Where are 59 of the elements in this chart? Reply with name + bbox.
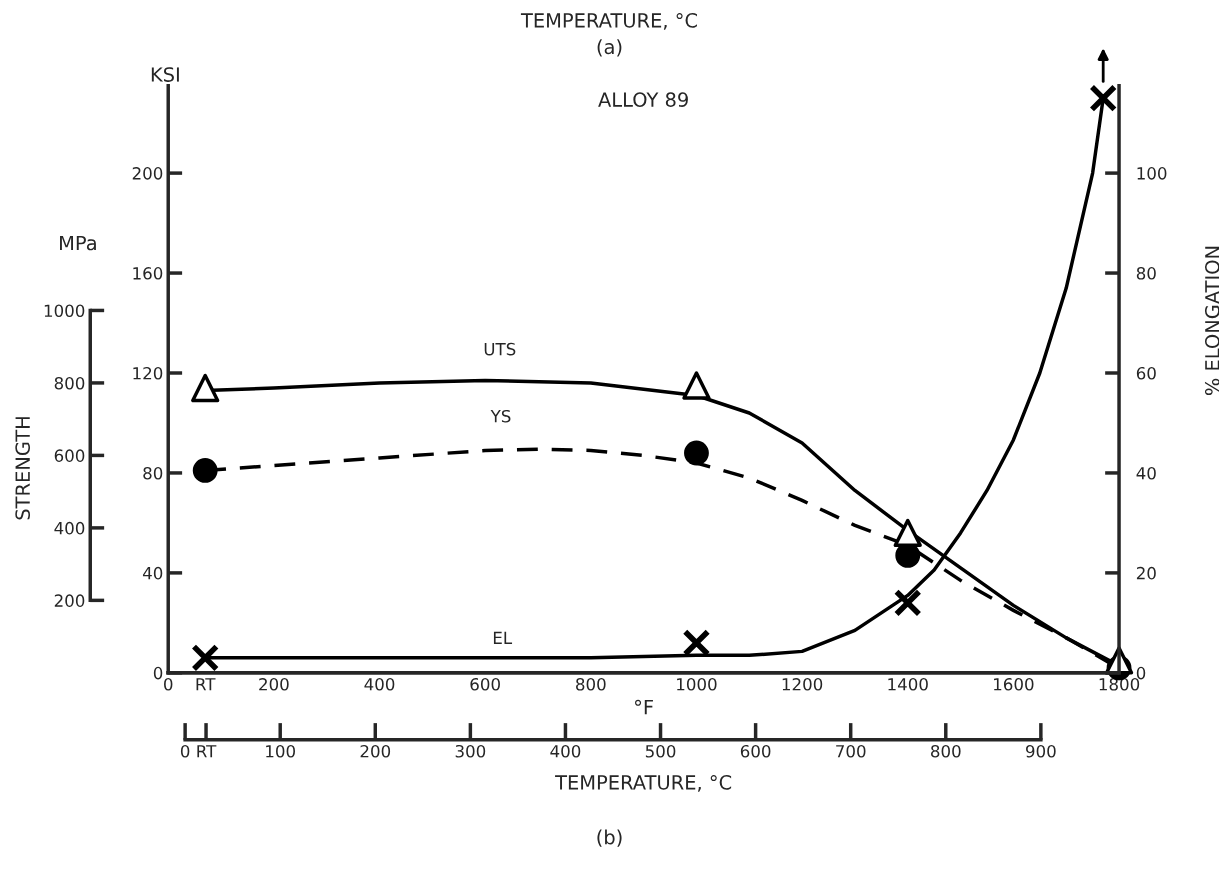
y-axis-title: KSI (151, 67, 179, 82)
point (893, 518, 922, 548)
y3-tick-label: 200 (54, 594, 85, 607)
x-tick-label: 1400 (888, 678, 928, 691)
y2-tick-label: 0 (1136, 666, 1146, 680)
y3-tick-label: 800 (54, 376, 85, 390)
x2-tick-label: 200 (360, 744, 391, 758)
y2-tick-label: 60 (1136, 366, 1156, 380)
x-tick-label: 0 (164, 678, 173, 691)
y2-tick-label: 80 (1136, 267, 1156, 280)
x2-tick-label: 500 (645, 744, 676, 758)
y3-axis-title: MPa (60, 235, 96, 251)
x2-tick-label: 300 (455, 744, 486, 758)
point (192, 458, 218, 483)
x-tick-label: 200 (259, 678, 289, 691)
point (682, 371, 711, 400)
y2-tick-label: 40 (1136, 466, 1156, 480)
y-tick-label: 120 (133, 366, 163, 380)
x2-tick-label: 800 (931, 744, 961, 758)
y3-tick-label: 400 (54, 521, 85, 535)
point (684, 440, 709, 466)
text: (a) (597, 39, 622, 57)
y3-tick-label: 600 (54, 449, 85, 462)
point (682, 628, 711, 657)
x2-tick-label: RT (197, 745, 217, 758)
x-tick-label: 1600 (994, 678, 1034, 691)
text: (b) (597, 829, 622, 847)
x-tick-label: 1800 (1099, 678, 1140, 691)
x-tick-label: RT (196, 678, 216, 691)
y-tick-label: 0 (153, 666, 163, 680)
annotation: EL (493, 631, 513, 644)
x-tick-label: 1200 (782, 678, 823, 691)
x2-tick-label: 700 (836, 744, 866, 758)
y2-tick-label: 20 (1136, 566, 1156, 580)
y2-axis-title: % ELONGATION (1204, 246, 1219, 396)
y-tick-label: 160 (133, 267, 163, 280)
y-tick-label: 80 (143, 466, 163, 480)
x-tick-label: 600 (470, 678, 500, 691)
y-tick-label: 40 (142, 566, 163, 580)
x-axis-title: °F (635, 699, 653, 715)
text: STRENGTH (15, 417, 31, 520)
x-tick-label: 400 (364, 678, 395, 691)
x2-axis-title: TEMPERATURE, °C (555, 775, 732, 792)
x2-tick-label: 400 (550, 744, 581, 758)
x2-tick-label: 100 (266, 744, 296, 758)
annotation: YS (490, 409, 511, 423)
point (191, 373, 220, 403)
x2-tick-label: 0 (180, 744, 190, 758)
text: TEMPERATURE, °C (520, 13, 697, 30)
x-tick-label: 1000 (677, 678, 717, 691)
y2-tick-label: 100 (1137, 167, 1167, 180)
x2-tick-label: 900 (1026, 744, 1056, 758)
chart-title: ALLOY 89 (598, 92, 688, 107)
point (893, 588, 922, 617)
y3-tick-label: 1000 (44, 304, 85, 318)
x2-tick-label: 600 (740, 744, 771, 758)
x-tick-label: 800 (576, 678, 606, 691)
y-tick-label: 200 (132, 167, 163, 180)
annotation: UTS (484, 342, 516, 356)
